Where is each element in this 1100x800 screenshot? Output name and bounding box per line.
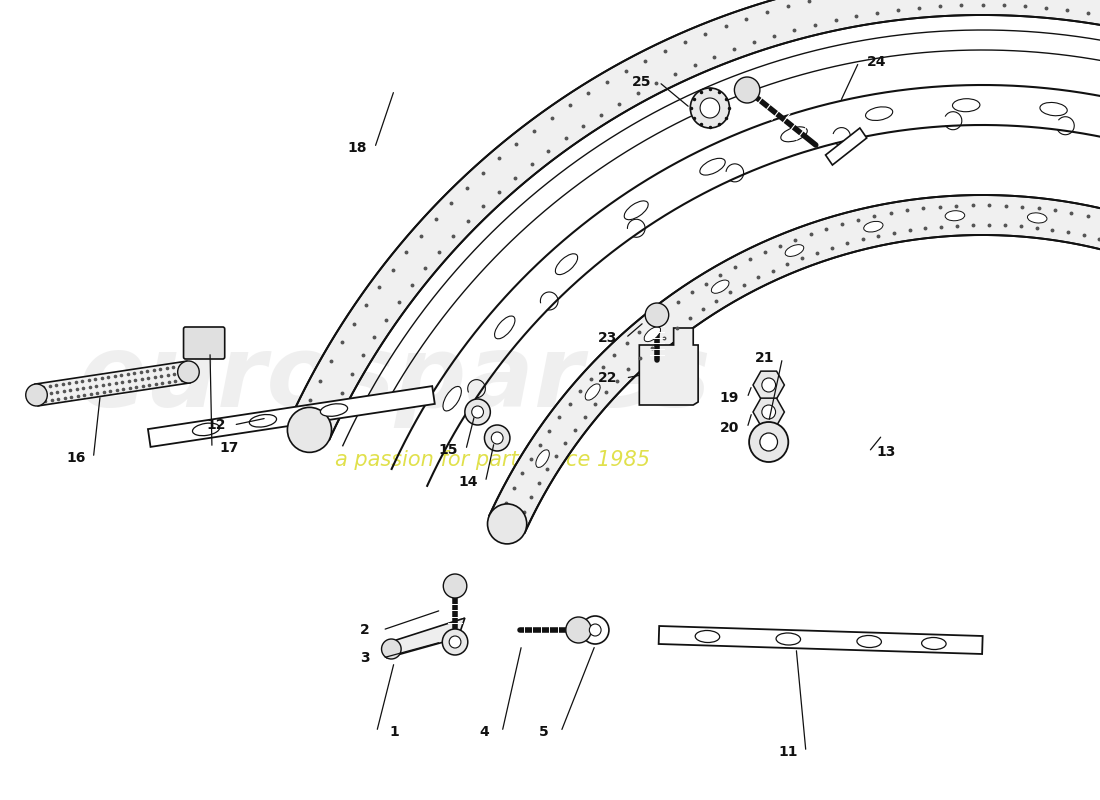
Circle shape <box>646 303 669 327</box>
Circle shape <box>449 636 461 648</box>
Circle shape <box>762 378 776 392</box>
Ellipse shape <box>536 450 549 467</box>
FancyBboxPatch shape <box>184 327 224 359</box>
Polygon shape <box>826 128 867 165</box>
Text: a passion for parts since 1985: a passion for parts since 1985 <box>334 450 650 470</box>
Ellipse shape <box>695 630 719 642</box>
Circle shape <box>749 422 789 462</box>
Text: 5: 5 <box>538 725 548 739</box>
Polygon shape <box>659 626 982 654</box>
Circle shape <box>590 624 601 636</box>
Ellipse shape <box>945 210 965 221</box>
Text: 24: 24 <box>867 55 887 69</box>
Text: 15: 15 <box>439 443 458 457</box>
Circle shape <box>178 361 199 383</box>
Ellipse shape <box>1040 102 1067 116</box>
Ellipse shape <box>320 404 348 416</box>
Text: 21: 21 <box>755 351 774 365</box>
Circle shape <box>382 639 402 659</box>
Ellipse shape <box>192 423 220 436</box>
Ellipse shape <box>781 127 807 142</box>
Circle shape <box>287 407 331 452</box>
Polygon shape <box>35 361 190 406</box>
Polygon shape <box>754 398 784 426</box>
Ellipse shape <box>777 633 801 645</box>
Text: 23: 23 <box>598 331 617 345</box>
Ellipse shape <box>645 327 661 342</box>
Circle shape <box>487 504 527 544</box>
Ellipse shape <box>864 222 883 232</box>
Circle shape <box>484 425 510 451</box>
Circle shape <box>442 629 468 655</box>
PathPatch shape <box>289 0 1100 498</box>
Circle shape <box>472 406 484 418</box>
Text: 2: 2 <box>360 623 370 637</box>
Polygon shape <box>386 618 465 658</box>
Circle shape <box>443 574 466 598</box>
Text: 11: 11 <box>779 745 799 759</box>
Ellipse shape <box>700 158 725 175</box>
Circle shape <box>762 405 776 419</box>
Circle shape <box>25 384 47 406</box>
Text: 16: 16 <box>66 451 86 465</box>
Text: 20: 20 <box>719 421 739 435</box>
Text: 4: 4 <box>480 725 490 739</box>
Ellipse shape <box>922 638 946 650</box>
Circle shape <box>691 88 729 128</box>
Text: 3: 3 <box>360 651 370 665</box>
Polygon shape <box>754 371 784 399</box>
Text: 17: 17 <box>220 441 240 455</box>
Text: 19: 19 <box>719 391 739 405</box>
Text: 22: 22 <box>598 371 618 385</box>
PathPatch shape <box>490 195 1100 574</box>
Ellipse shape <box>585 384 601 400</box>
Ellipse shape <box>443 386 461 411</box>
Polygon shape <box>147 386 434 447</box>
Circle shape <box>700 98 719 118</box>
Ellipse shape <box>250 414 276 427</box>
Text: 18: 18 <box>348 141 366 155</box>
Ellipse shape <box>785 245 804 257</box>
Ellipse shape <box>624 201 648 220</box>
Ellipse shape <box>712 280 729 294</box>
Polygon shape <box>639 328 698 405</box>
Ellipse shape <box>556 254 578 274</box>
Ellipse shape <box>866 107 893 121</box>
Ellipse shape <box>1027 213 1047 223</box>
Text: eurospares: eurospares <box>78 331 711 429</box>
Ellipse shape <box>857 635 881 647</box>
Text: 1: 1 <box>389 725 399 739</box>
Circle shape <box>492 432 503 444</box>
Text: 14: 14 <box>458 475 477 489</box>
Circle shape <box>465 399 491 425</box>
Ellipse shape <box>953 98 980 112</box>
Circle shape <box>565 617 592 643</box>
Text: 13: 13 <box>877 445 896 459</box>
Text: 12: 12 <box>206 418 225 432</box>
Circle shape <box>735 77 760 103</box>
Text: 25: 25 <box>631 75 651 89</box>
Ellipse shape <box>495 316 515 339</box>
Circle shape <box>582 616 609 644</box>
Circle shape <box>760 433 778 451</box>
